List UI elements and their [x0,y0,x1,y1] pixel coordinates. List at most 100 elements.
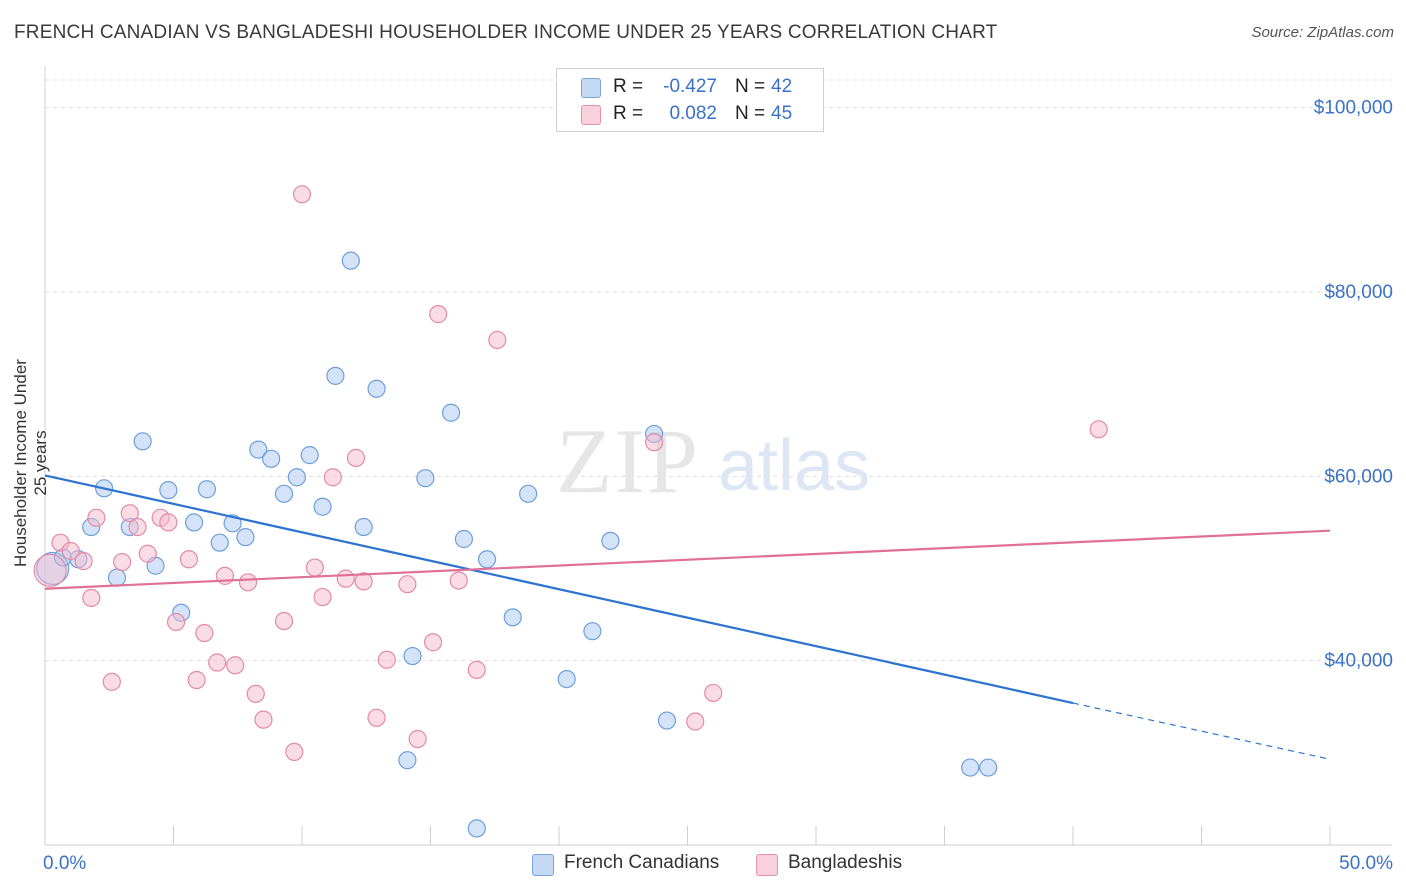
legend-n-label: N = [735,103,766,124]
series-bangladeshis [33,185,1108,762]
data-point [313,497,332,516]
x-tick-label: 50.0% [1339,853,1393,874]
data-point [120,504,139,523]
legend-n-value: 45 [771,103,793,124]
watermark-zip: ZIP [556,410,700,512]
data-point [61,541,80,561]
data-point [226,656,245,675]
data-point [367,708,386,727]
legend-row-french-canadians: R = -0.427 N = 42 [557,73,823,101]
correlation-legend: R = -0.427 N = 42 R = 0.082 N = 45 [556,68,824,132]
trend-line-extension [1072,702,1331,760]
data-point [583,622,602,641]
data-point [398,751,417,770]
data-point [423,633,443,652]
data-point [341,251,360,270]
data-point [74,552,93,571]
data-point [346,448,366,467]
chart-title: FRENCH CANADIAN VS BANGLADESHI HOUSEHOLD… [14,22,998,43]
legend-r-value: -0.427 [663,76,717,97]
legend-r-label: R = [613,76,644,97]
data-point [519,484,538,503]
data-point [102,672,121,691]
data-point [704,683,723,703]
data-point [403,646,422,666]
legend-n-value: 42 [771,76,793,97]
data-point [644,433,664,452]
legend-n-label: N = [735,76,766,97]
x-tick-label: 0.0% [43,853,86,874]
data-point [274,611,294,631]
data-point [377,650,396,669]
data-point [274,484,294,503]
data-point [354,572,373,591]
data-point [657,711,677,730]
trend-line [44,474,1074,705]
data-point [159,513,178,532]
data-point [961,758,980,777]
data-point [159,481,178,500]
data-point [467,660,486,679]
data-point [238,573,258,592]
data-point [292,185,312,204]
data-point [323,468,342,487]
data-point [184,513,204,532]
data-point [187,670,206,690]
data-point [249,440,268,459]
data-point [262,449,281,468]
data-points [33,185,1108,838]
data-point [82,588,101,608]
series-french-canadians [36,251,998,838]
y-tick-label: $100,000 [1314,98,1393,119]
data-point [195,623,214,643]
bottom-legend-label: French Canadians [564,852,720,873]
legend-row-bangladeshis: R = 0.082 N = 45 [557,100,823,128]
data-point [408,729,427,749]
data-point [133,432,152,451]
data-point [223,514,242,533]
data-point [208,653,227,672]
data-point [467,819,486,838]
trend-line [44,529,1331,590]
tick-labels: $40,000 $60,000 $80,000 $100,000 0.0% 50.0% [43,98,1393,874]
data-point [166,612,186,632]
data-point [326,366,345,385]
data-point [488,330,507,350]
data-point [107,568,127,587]
data-point [686,712,705,731]
watermark: ZIP atlas [556,410,870,512]
data-point [477,550,497,569]
y-tick-label: $60,000 [1324,466,1393,487]
data-point [33,553,67,587]
legend-r-label: R = [613,103,644,124]
data-point [138,544,157,563]
data-point [285,742,304,762]
data-point [112,552,132,572]
axes [44,66,1392,846]
data-point [305,558,324,577]
y-tick-label: $80,000 [1324,282,1393,303]
data-point [557,669,576,689]
data-point [503,608,522,627]
data-point [313,587,332,607]
data-point [210,533,229,552]
data-point [254,710,273,729]
data-point [454,529,474,549]
data-point [979,758,998,777]
data-point [367,379,386,398]
source-label: Source: ZipAtlas.com [1251,24,1394,41]
data-point [449,571,468,590]
data-point [128,517,147,537]
y-tick-label: $40,000 [1324,651,1393,672]
data-point [287,468,306,487]
data-point [87,508,106,527]
data-point [429,305,448,324]
data-point [601,531,620,550]
trend-lines [44,474,1331,760]
data-point [236,528,255,547]
watermark-atlas: atlas [718,426,870,506]
data-point [179,550,199,569]
y-axis-label: Householder Income Under 25 years [11,359,50,567]
data-point [1089,420,1108,439]
